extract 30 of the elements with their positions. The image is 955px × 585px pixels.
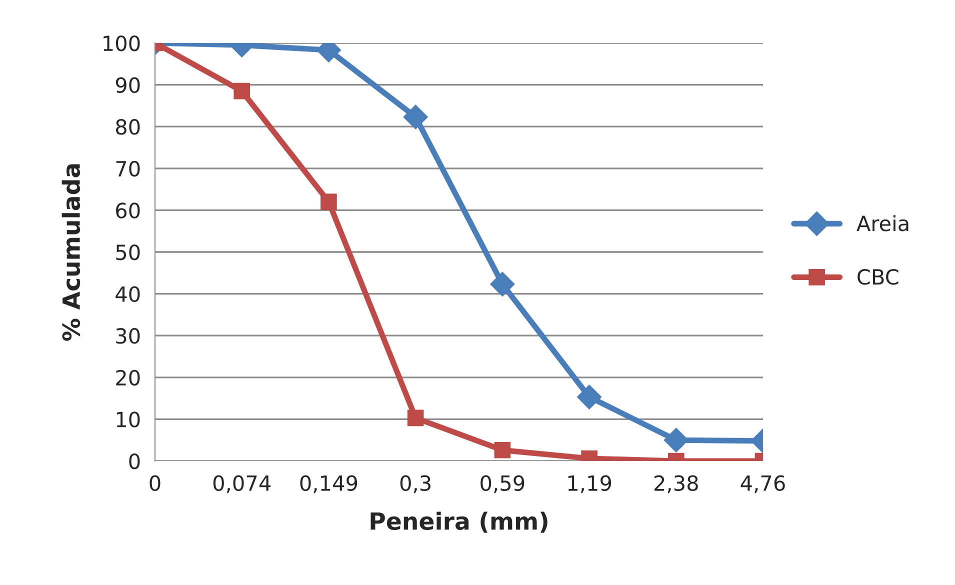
x-tick-label: 0,074 — [213, 475, 271, 494]
point — [494, 442, 511, 458]
y-tick-label: 10 — [116, 412, 140, 428]
legend-label: Areia — [856, 215, 908, 232]
y-tick-label: 80 — [116, 119, 140, 135]
y-tick-label: 100 — [104, 35, 140, 52]
y-tick-label: 90 — [116, 77, 140, 94]
point — [234, 82, 250, 100]
y-tick-label: 70 — [116, 160, 140, 177]
legend-label: CBC — [858, 269, 898, 285]
x-tick-label: 0,59 — [480, 475, 524, 494]
y-tick-label: 60 — [116, 202, 140, 218]
point — [576, 384, 602, 410]
y-tick-label: 30 — [116, 328, 140, 344]
point — [407, 410, 424, 426]
y-tick-label: 40 — [116, 286, 140, 302]
point — [320, 194, 337, 210]
x-tick-label: 2,38 — [654, 475, 698, 494]
point — [490, 272, 515, 296]
x-axis-title: Peneira (mm) — [370, 512, 548, 533]
x-tick-label: 4,76 — [740, 475, 785, 494]
x-tick-label: 1,19 — [568, 475, 612, 494]
y-tick-label: 20 — [116, 370, 140, 386]
y-tick-label: 0 — [129, 453, 140, 470]
y-tick-label: 50 — [116, 244, 140, 260]
x-tick-label: 0,3 — [400, 475, 430, 494]
x-tick-label: 0,149 — [300, 475, 358, 494]
point — [403, 104, 428, 130]
y-axis-title: % Acumulada — [62, 164, 80, 341]
x-tick-label: 0 — [150, 475, 160, 492]
